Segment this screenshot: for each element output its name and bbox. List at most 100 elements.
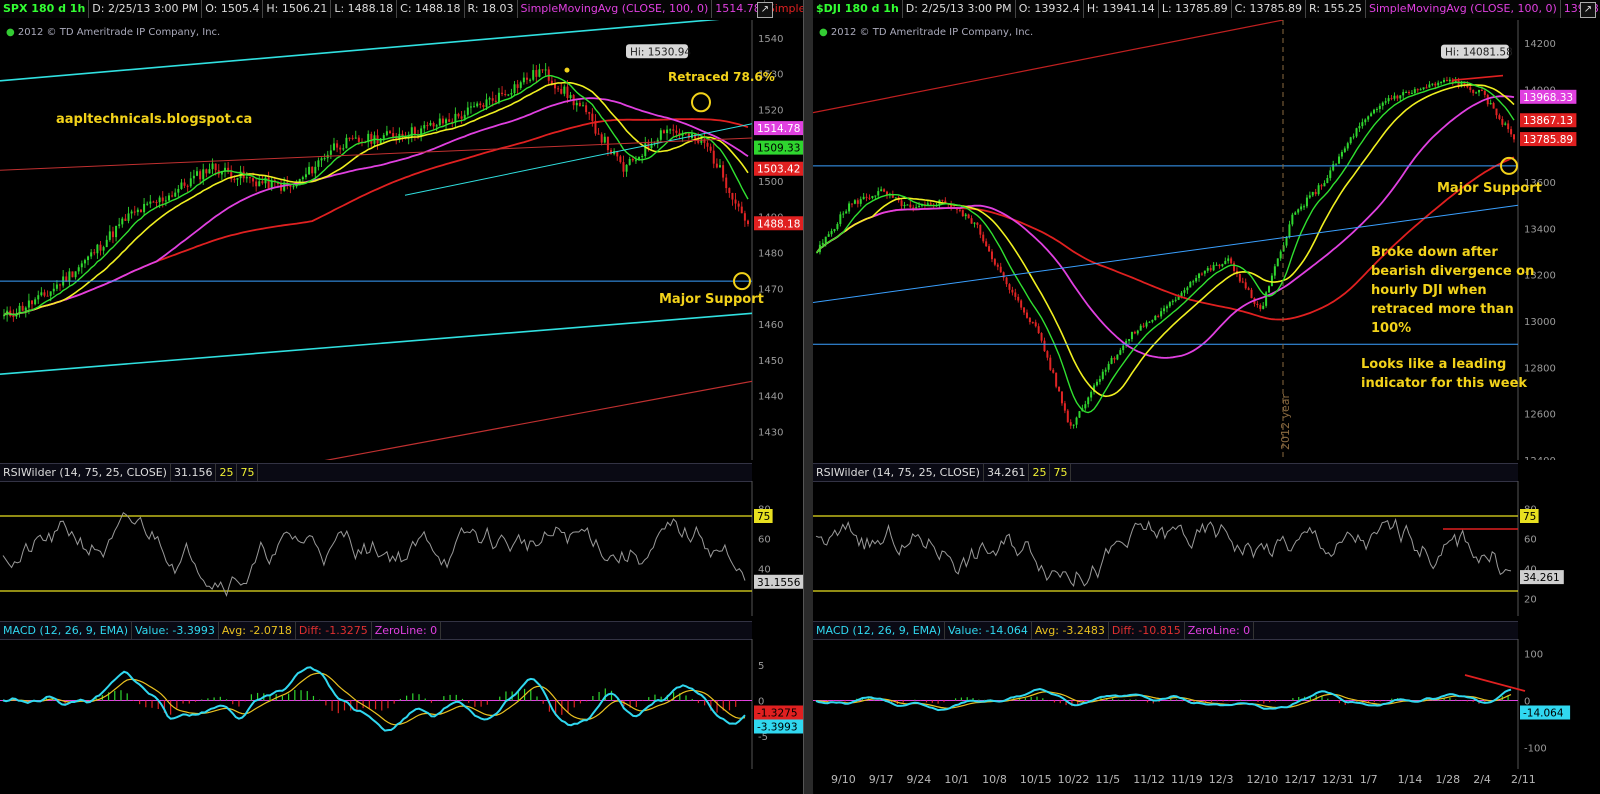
dji-open: O: 13932.4 <box>1016 0 1084 18</box>
candle-body <box>1282 245 1285 252</box>
candle-body <box>894 197 897 199</box>
candle-body <box>883 189 886 192</box>
spx-study[interactable]: SimpleMovingAvg (CLOSE, 100, 0) <box>518 0 713 18</box>
retraced-circle-marker <box>691 92 711 113</box>
candle-body <box>258 181 261 187</box>
y-tick-label: 13600 <box>1524 178 1556 189</box>
candle-body <box>877 191 880 196</box>
candle-body <box>1005 277 1008 285</box>
candle-body <box>1034 322 1037 327</box>
y-tick-label: 1440 <box>758 392 783 403</box>
candle-body <box>1049 357 1052 370</box>
rsi-name[interactable]: RSIWilder (14, 75, 25, CLOSE) <box>0 464 171 481</box>
candle-body <box>192 175 195 179</box>
candle-body <box>1128 339 1131 341</box>
price-label-sma100-bg <box>754 161 803 176</box>
expand-icon[interactable]: ↗ <box>1580 2 1596 18</box>
candle-body <box>1084 404 1087 409</box>
price-label-sma100: 13867.13 <box>1523 115 1573 127</box>
candle-body <box>1416 89 1419 91</box>
macd-value-line <box>2 666 746 732</box>
macd-name[interactable]: MACD (12, 26, 9, EMA) <box>0 622 132 639</box>
candle-body <box>174 192 177 197</box>
candle-body <box>367 133 370 143</box>
candle-body <box>1297 209 1300 213</box>
candle-body <box>124 218 127 221</box>
candle-body <box>1014 292 1017 297</box>
y-tick-label: 1450 <box>758 356 783 367</box>
candle-body <box>1361 122 1364 127</box>
candle-body <box>634 160 637 162</box>
candle-body <box>270 180 273 189</box>
candle-body <box>647 143 650 149</box>
candle-body <box>1189 282 1192 288</box>
candle-body <box>650 143 653 149</box>
candle-body <box>1326 178 1329 184</box>
candle-body <box>392 133 395 137</box>
macd-name[interactable]: MACD (12, 26, 9, EMA) <box>813 622 945 639</box>
candle-body <box>684 133 687 135</box>
x-axis-date-label: 11/12 <box>1133 773 1165 786</box>
candle-body <box>859 199 862 204</box>
candle-body <box>389 131 392 134</box>
dji-symbol[interactable]: $DJI 180 d 1h <box>813 0 903 18</box>
dji-study[interactable]: SimpleMovingAvg (CLOSE, 100, 0) <box>1366 0 1561 18</box>
candle-body <box>311 166 314 174</box>
rsi-os: 75 <box>237 464 259 481</box>
spx-date: D: 2/25/13 3:00 PM <box>89 0 203 18</box>
price-label-sma50-bg <box>1520 89 1577 104</box>
rsi-tick: 60 <box>758 535 771 546</box>
candle-body <box>582 105 585 107</box>
x-axis-date-label: 1/14 <box>1398 773 1423 786</box>
candle-body <box>871 195 874 199</box>
candle-body <box>71 271 74 278</box>
candle-body <box>149 201 152 204</box>
x-axis-date-label: 2/4 <box>1473 773 1491 786</box>
macd-tick: 0 <box>758 697 764 708</box>
candle-body <box>507 94 510 96</box>
candle-body <box>370 133 373 144</box>
candle-body <box>40 292 43 296</box>
sma-20-line <box>3 81 749 316</box>
rsi-ob-label-bg <box>754 509 773 523</box>
candle-body <box>77 267 80 272</box>
candle-body <box>1011 289 1014 293</box>
candle-body <box>1221 264 1224 267</box>
candle-body <box>1387 98 1390 102</box>
candle-body <box>230 171 233 180</box>
candle-body <box>874 195 877 197</box>
candle-body <box>83 260 86 264</box>
candle-body <box>1230 258 1233 264</box>
candle-body <box>985 241 988 247</box>
candle-body <box>74 271 77 278</box>
candle-body <box>891 194 894 198</box>
candle-body <box>1396 95 1399 99</box>
candle-body <box>734 199 737 204</box>
candle-body <box>208 169 211 174</box>
spx-low: L: 1488.18 <box>331 0 398 18</box>
candle-body <box>1402 92 1405 96</box>
candle-body <box>1422 87 1425 90</box>
candle-body <box>862 196 865 200</box>
candle-body <box>1250 289 1253 299</box>
spx-study2[interactable]: SimpleMovin... <box>765 0 803 18</box>
candle-body <box>426 125 429 127</box>
candle-body <box>448 119 451 122</box>
macd-tick: 0 <box>1524 697 1530 708</box>
candle-body <box>644 143 647 157</box>
expand-icon[interactable]: ↗ <box>757 2 773 18</box>
x-axis-date-label: 10/22 <box>1058 773 1090 786</box>
candle-body <box>385 131 388 136</box>
candle-body <box>715 163 718 168</box>
rsi-tick: 20 <box>1524 595 1537 606</box>
candle-body <box>1413 89 1416 93</box>
candle-body <box>329 150 332 155</box>
sma-50-line <box>816 95 1515 359</box>
candle-body <box>1475 92 1478 94</box>
candle-body <box>1104 369 1107 372</box>
candle-body <box>164 200 167 202</box>
rsi-name[interactable]: RSIWilder (14, 75, 25, CLOSE) <box>813 464 984 481</box>
price-label-last-bg <box>754 216 803 231</box>
candle-body <box>146 203 149 205</box>
spx-symbol[interactable]: SPX 180 d 1h <box>0 0 90 18</box>
